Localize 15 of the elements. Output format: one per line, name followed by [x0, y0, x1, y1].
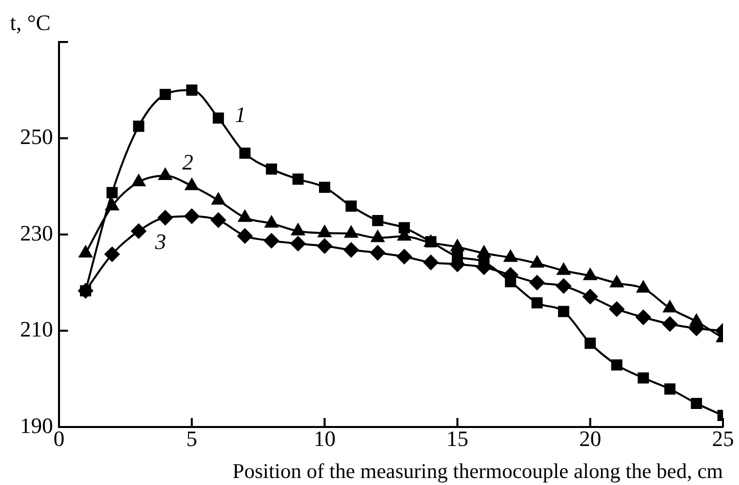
y-tick-label: 230 [20, 220, 53, 246]
series-label: 3 [154, 228, 166, 254]
x-tick-label: 10 [314, 426, 336, 451]
x-tick-label: 0 [54, 426, 64, 451]
x-tick-label: 25 [712, 426, 734, 451]
x-tick-label: 5 [186, 426, 198, 451]
y-tick-label: 250 [20, 124, 53, 150]
x-axis-title: Position of the measuring thermocouple along the bed, cm [232, 458, 723, 483]
y-tick-label: 190 [20, 412, 53, 438]
y-tick-label: 210 [20, 316, 53, 342]
x-tick-label: 20 [579, 426, 602, 451]
y-axis-title: t, °C [10, 10, 51, 35]
series-label: 1 [234, 102, 246, 127]
x-tick-label: 15 [446, 426, 468, 451]
series-label: 2 [182, 150, 194, 175]
